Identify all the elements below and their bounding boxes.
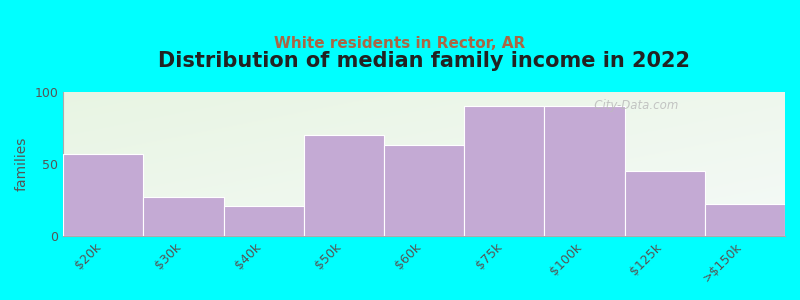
Text: White residents in Rector, AR: White residents in Rector, AR: [274, 36, 526, 51]
Text: City-Data.com: City-Data.com: [583, 99, 678, 112]
Bar: [464, 106, 545, 236]
Y-axis label: families: families: [15, 137, 29, 191]
Bar: [625, 171, 705, 236]
Bar: [384, 145, 464, 236]
Title: Distribution of median family income in 2022: Distribution of median family income in …: [158, 51, 690, 71]
Bar: [63, 154, 143, 236]
Bar: [705, 204, 785, 236]
Bar: [224, 206, 304, 236]
Bar: [304, 135, 384, 236]
Bar: [545, 106, 625, 236]
Bar: [143, 197, 224, 236]
